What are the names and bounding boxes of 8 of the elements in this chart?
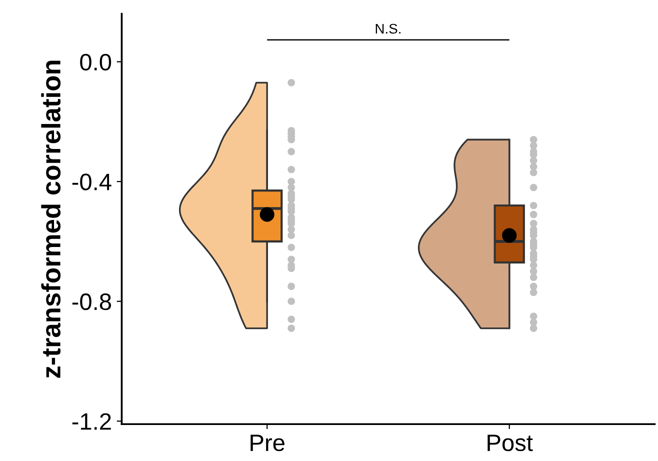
y-tick-label: 0.0	[80, 54, 112, 71]
y-tick-label: -0.4	[72, 174, 112, 190]
y-tick-label: -0.8	[72, 293, 111, 310]
annotation: N.S.	[376, 24, 400, 34]
x-tick-label: Post	[488, 434, 533, 452]
y-axis-title: z-transformed correlation	[41, 60, 61, 378]
x-tick-label: Pre	[250, 434, 284, 452]
y-tick-label: -1.2	[72, 413, 111, 430]
